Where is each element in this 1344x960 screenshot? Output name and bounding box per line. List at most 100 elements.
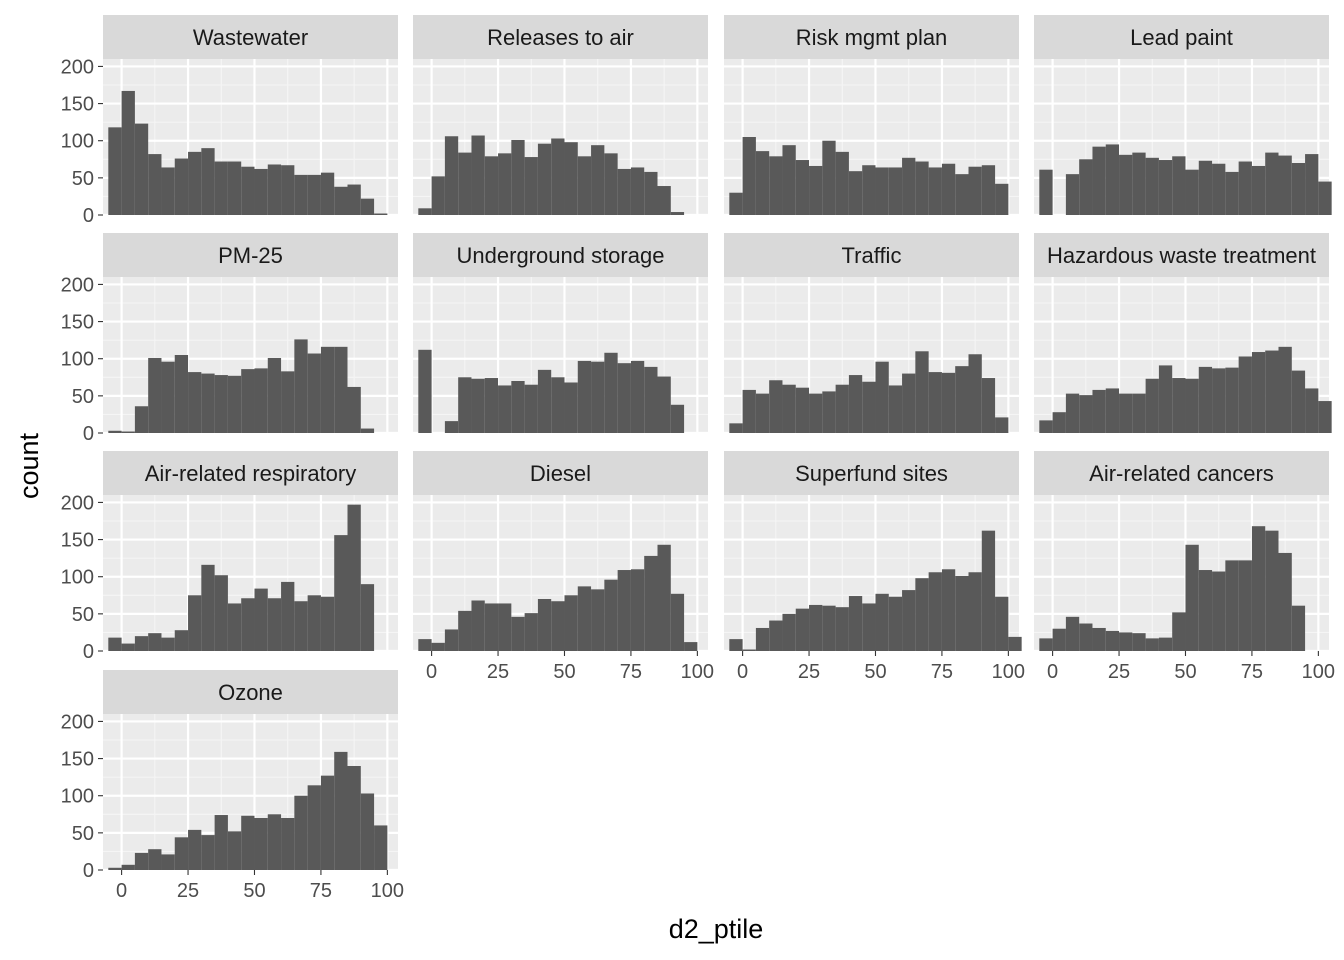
histogram-bar [188, 372, 202, 433]
histogram-bar [888, 385, 903, 433]
histogram-bar [134, 123, 149, 215]
facet-strip [103, 670, 398, 714]
histogram-bar [670, 404, 685, 433]
facet-label: PM-25 [218, 243, 283, 268]
histogram-bar [458, 377, 472, 433]
histogram-bar [254, 368, 268, 433]
histogram-bar [254, 818, 268, 870]
histogram-bar [458, 152, 472, 215]
histogram-bar [267, 164, 282, 215]
facet-strip [724, 451, 1019, 495]
histogram-bar [577, 360, 592, 433]
histogram-bar [604, 352, 618, 433]
histogram-bar [320, 346, 335, 433]
histogram-bar [1132, 633, 1146, 651]
histogram-bar [995, 183, 1009, 215]
y-tick-label: 150 [61, 749, 94, 771]
histogram-bar [511, 616, 525, 651]
facet-strip [413, 15, 708, 59]
histogram-bar [1251, 526, 1266, 651]
histogram-bar [564, 382, 578, 433]
x-tick-label: 100 [1302, 661, 1335, 683]
facet-label: Superfund sites [795, 461, 948, 486]
histogram-bar [121, 643, 135, 651]
histogram-bar [644, 555, 658, 651]
histogram-bar [227, 603, 242, 651]
histogram-bar [241, 598, 255, 651]
histogram-bar [1158, 637, 1173, 651]
histogram-bar [862, 165, 876, 215]
y-tick-label: 0 [83, 423, 94, 445]
histogram-bar [374, 825, 388, 870]
facet-label: Ozone [218, 680, 283, 705]
histogram-bar [1039, 169, 1053, 215]
histogram-bar [1105, 388, 1120, 433]
histogram-bar [484, 378, 499, 433]
histogram-bar [1278, 155, 1292, 215]
histogram-bar [769, 620, 783, 651]
histogram-bar [524, 157, 538, 215]
histogram-bar [254, 168, 268, 215]
histogram-bar [551, 601, 565, 651]
histogram-bar [444, 421, 459, 433]
histogram-bar [418, 639, 432, 651]
histogram-bar [161, 637, 175, 651]
histogram-bar [294, 795, 308, 870]
facet-label: Diesel [530, 461, 591, 486]
y-tick-label: 200 [61, 492, 94, 514]
histogram-bar [201, 373, 215, 433]
histogram-bar [1092, 627, 1106, 651]
y-tick-label: 50 [72, 823, 94, 845]
facet-strip [724, 233, 1019, 277]
histogram-bar [1198, 570, 1213, 651]
histogram-bar [1145, 157, 1159, 215]
x-tick-label: 75 [931, 661, 953, 683]
x-tick-label: 25 [1108, 661, 1130, 683]
histogram-bar [1065, 393, 1080, 433]
histogram-bar [307, 785, 321, 870]
histogram-bar [1318, 181, 1332, 215]
facet-strip [413, 233, 708, 277]
y-tick-label: 50 [72, 168, 94, 190]
histogram-bar [848, 375, 863, 433]
facet-panel: Releases to air [413, 15, 708, 217]
histogram-bar [148, 633, 162, 651]
histogram-bar [591, 361, 605, 433]
histogram-bar [281, 165, 295, 215]
histogram-bar [267, 814, 282, 870]
y-tick-label: 200 [61, 56, 94, 78]
histogram-bar [214, 161, 228, 215]
histogram-bar [862, 381, 876, 433]
histogram-bar [902, 373, 916, 433]
histogram-bar [1278, 552, 1292, 651]
histogram-bar [1238, 560, 1252, 651]
histogram-bar [1238, 356, 1252, 433]
histogram-bar [347, 386, 361, 433]
histogram-bar [1119, 393, 1133, 433]
histogram-bar [1052, 412, 1066, 433]
facet-panel: Air-related cancers 0 25 50 75 100 [1034, 451, 1335, 683]
histogram-bar [822, 605, 836, 651]
histogram-bar [955, 366, 969, 433]
histogram-bar [1198, 160, 1213, 215]
histogram-bar [360, 428, 375, 433]
histogram-bar [161, 854, 175, 870]
histogram-bar [148, 357, 162, 433]
y-tick-label: 50 [72, 604, 94, 626]
histogram-bar [1065, 174, 1080, 215]
histogram-bar [644, 171, 658, 215]
histogram-bar [1305, 154, 1319, 215]
facet-label: Releases to air [487, 25, 634, 50]
histogram-bar [108, 867, 122, 870]
facet-panel: Risk mgmt plan [724, 15, 1019, 217]
histogram-bar [1251, 165, 1266, 215]
histogram-bar [1305, 388, 1319, 433]
histogram-bar [1238, 161, 1252, 215]
histogram-bar [471, 600, 485, 651]
histogram-bar [981, 530, 996, 651]
histogram-bar [1008, 636, 1022, 651]
histogram-bar [134, 636, 149, 651]
facet-strip [103, 233, 398, 277]
histogram-bar [782, 145, 796, 215]
